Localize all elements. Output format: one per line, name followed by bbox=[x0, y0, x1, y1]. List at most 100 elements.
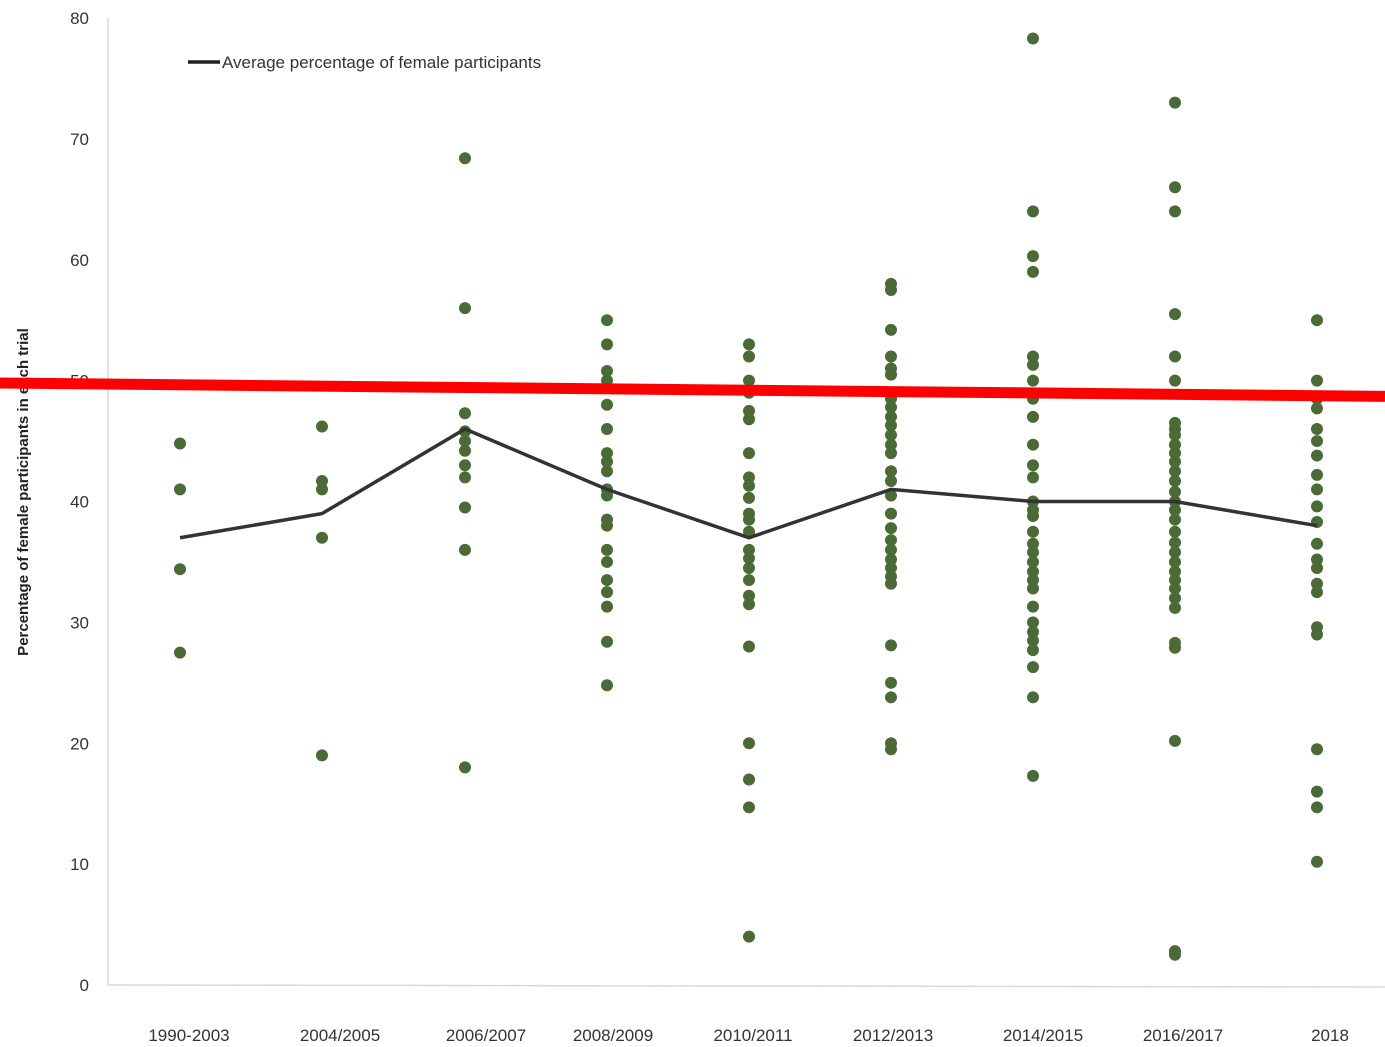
data-point bbox=[1311, 422, 1323, 435]
reference-line bbox=[0, 377, 1385, 402]
data-point bbox=[1027, 510, 1039, 523]
data-point bbox=[743, 471, 755, 484]
data-point bbox=[743, 447, 755, 460]
data-point bbox=[1027, 565, 1039, 578]
data-point bbox=[601, 447, 613, 460]
data-point bbox=[743, 801, 755, 814]
data-point bbox=[601, 555, 613, 568]
data-point bbox=[885, 410, 897, 423]
data-point bbox=[1169, 536, 1181, 549]
data-point bbox=[174, 563, 186, 576]
data-point bbox=[1311, 468, 1323, 481]
data-point bbox=[459, 543, 471, 556]
data-point bbox=[1311, 785, 1323, 798]
data-point bbox=[885, 465, 897, 478]
data-point bbox=[601, 465, 613, 478]
data-point bbox=[1027, 32, 1039, 45]
data-point bbox=[743, 561, 755, 574]
data-point bbox=[1027, 471, 1039, 484]
data-point bbox=[743, 589, 755, 602]
data-point bbox=[1027, 600, 1039, 613]
y-tick-label: 40 bbox=[70, 493, 89, 512]
data-point bbox=[1027, 265, 1039, 278]
data-point bbox=[601, 422, 613, 435]
data-point bbox=[1311, 537, 1323, 550]
data-point bbox=[1027, 555, 1039, 568]
data-point bbox=[1169, 948, 1181, 961]
data-point bbox=[885, 323, 897, 336]
data-point bbox=[1169, 485, 1181, 498]
data-point bbox=[601, 543, 613, 556]
data-point bbox=[1027, 574, 1039, 587]
data-point bbox=[885, 283, 897, 296]
data-point bbox=[459, 761, 471, 774]
y-tick-label: 60 bbox=[70, 251, 89, 270]
data-point bbox=[459, 435, 471, 448]
data-point bbox=[1311, 586, 1323, 599]
axes bbox=[107, 18, 1385, 988]
data-point bbox=[743, 930, 755, 943]
data-point bbox=[743, 598, 755, 611]
data-point bbox=[1311, 483, 1323, 496]
data-point bbox=[1169, 641, 1181, 654]
data-point bbox=[885, 419, 897, 432]
data-point bbox=[1169, 525, 1181, 538]
average-line bbox=[179, 427, 1318, 540]
data-point bbox=[1169, 592, 1181, 605]
data-point bbox=[1311, 561, 1323, 574]
data-point bbox=[459, 471, 471, 484]
data-point bbox=[1169, 447, 1181, 460]
data-point bbox=[743, 338, 755, 351]
y-tick-label: 70 bbox=[70, 130, 89, 149]
data-point bbox=[1169, 429, 1181, 442]
data-point bbox=[885, 438, 897, 451]
y-axis-label: Percentage of female participants in eac… bbox=[15, 328, 32, 656]
data-point bbox=[459, 501, 471, 514]
data-point bbox=[1169, 503, 1181, 516]
data-point bbox=[1311, 449, 1323, 462]
data-point bbox=[1027, 546, 1039, 559]
y-tick-label: 10 bbox=[70, 855, 89, 874]
data-point bbox=[1311, 435, 1323, 448]
legend: Average percentage of female participant… bbox=[188, 53, 541, 72]
data-point bbox=[1027, 616, 1039, 629]
data-point bbox=[743, 491, 755, 504]
data-point bbox=[885, 534, 897, 547]
data-point bbox=[601, 600, 613, 613]
data-point bbox=[1027, 350, 1039, 363]
data-point bbox=[885, 676, 897, 689]
data-point bbox=[1311, 577, 1323, 590]
data-point bbox=[1027, 691, 1039, 704]
data-point bbox=[459, 459, 471, 472]
data-point bbox=[1027, 250, 1039, 263]
data-point bbox=[743, 737, 755, 750]
data-point bbox=[316, 420, 328, 433]
data-point bbox=[316, 483, 328, 496]
data-point bbox=[601, 338, 613, 351]
data-point bbox=[601, 489, 613, 502]
data-point bbox=[1027, 661, 1039, 674]
data-point bbox=[1311, 553, 1323, 566]
data-point bbox=[1311, 402, 1323, 415]
data-point bbox=[1169, 474, 1181, 487]
data-point bbox=[316, 531, 328, 544]
data-point bbox=[601, 519, 613, 532]
data-point bbox=[1311, 801, 1323, 814]
data-point bbox=[1311, 855, 1323, 868]
data-point bbox=[743, 404, 755, 417]
data-point bbox=[1027, 582, 1039, 595]
data-point bbox=[1169, 513, 1181, 526]
y-tick-labels: 01020304050607080 bbox=[70, 9, 89, 995]
data-point bbox=[1027, 769, 1039, 782]
data-point bbox=[1169, 582, 1181, 595]
data-point bbox=[1169, 734, 1181, 747]
x-tick-label: 2008/2009 bbox=[573, 1026, 653, 1045]
data-point bbox=[885, 489, 897, 502]
x-tick-label: 2018 bbox=[1311, 1026, 1349, 1045]
data-point bbox=[1027, 374, 1039, 387]
data-point bbox=[885, 350, 897, 363]
data-point bbox=[885, 429, 897, 442]
y-tick-label: 80 bbox=[70, 9, 89, 28]
data-point bbox=[1027, 410, 1039, 423]
data-point bbox=[1027, 459, 1039, 472]
